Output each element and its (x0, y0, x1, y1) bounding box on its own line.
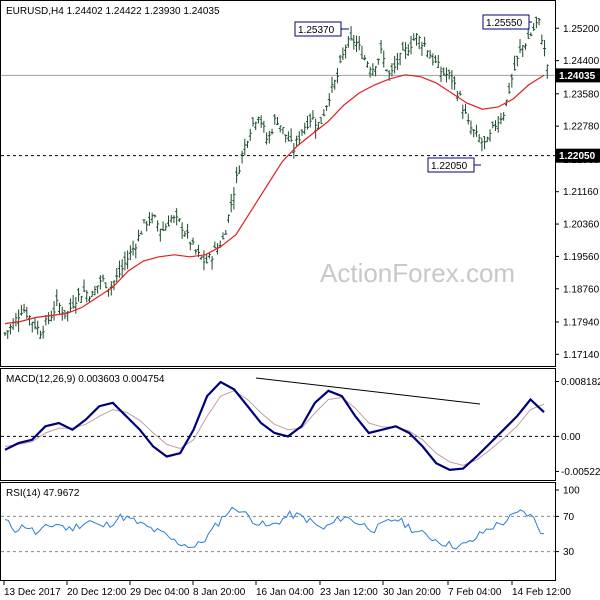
price-bars (3, 16, 549, 339)
macd-panel-title: MACD(12,26,9) 0.003603 0.004754 (6, 374, 165, 385)
support-price-label: 1.22050 (559, 151, 596, 162)
price-y-tick-label: 1.23580 (563, 89, 600, 100)
rsi-line (4, 506, 545, 550)
price-y-tick-label: 1.17940 (563, 317, 600, 328)
x-tick-label: 23 Jan 12:00 (320, 587, 378, 598)
macd-y-axis: 0.008182 0.00 -0.005223 (555, 377, 600, 478)
macd-signal-line (4, 390, 545, 466)
rsi-y-tick-label: 30 (563, 547, 575, 558)
macd-trendline (255, 377, 481, 405)
x-tick-label: 30 Jan 20:00 (383, 587, 441, 598)
price-y-axis: 1.252001.244001.235801.227801.219601.211… (555, 24, 600, 361)
rsi-panel-frame (0, 482, 556, 581)
rsi-y-axis: 100 70 30 (555, 486, 580, 558)
price-panel-title: EURUSD,H4 1.24402 1.24422 1.23930 1.2403… (6, 6, 220, 17)
support-price-box (556, 148, 600, 163)
current-price-box (556, 68, 600, 83)
price-y-tick-label: 1.17140 (563, 350, 600, 361)
current-price-label: 1.24035 (559, 71, 596, 82)
price-annotation-label: 1.25370 (298, 25, 335, 36)
x-tick-label: 14 Feb 12:00 (512, 587, 571, 598)
rsi-y-tick-label: 70 (563, 512, 575, 523)
macd-panel-frame (0, 368, 556, 481)
price-y-tick-label: 1.18760 (563, 284, 600, 295)
x-tick-label: 8 Jan 20:00 (193, 587, 246, 598)
rsi-y-tick-label: 100 (563, 486, 580, 497)
price-y-tick-label: 1.20360 (563, 220, 600, 231)
price-y-tick-label: 1.25200 (563, 24, 600, 35)
rsi-grid (1, 515, 555, 553)
price-y-tick-label: 1.21160 (563, 187, 599, 198)
x-tick-label: 7 Feb 04:00 (448, 587, 502, 598)
x-tick-label: 13 Dec 2017 (4, 587, 61, 598)
macd-y-tick-label: 0.00 (561, 432, 581, 443)
price-annotations: 1.25370 1.25550 1.22050 (294, 14, 532, 173)
rsi-panel-title: RSI(14) 47.9672 (6, 488, 80, 499)
price-annotation-label: 1.22050 (431, 161, 468, 172)
price-y-tick-label: 1.22780 (563, 122, 600, 133)
price-panel-frame (0, 0, 556, 367)
x-tick-label: 16 Jan 04:00 (256, 587, 314, 598)
price-y-tick-label: 1.24400 (563, 56, 600, 67)
price-y-tick-label: 1.19560 (563, 252, 600, 263)
x-tick-label: 20 Dec 12:00 (67, 587, 127, 598)
moving-average-line (4, 74, 545, 325)
price-grid (1, 74, 555, 157)
macd-y-tick-label: -0.005223 (561, 467, 600, 478)
macd-line (4, 380, 545, 472)
time-x-axis: 13 Dec 2017 20 Dec 12:00 29 Dec 04:00 8 Jan… (3, 581, 571, 598)
watermark: ActionForex.com (320, 258, 515, 288)
price-annotation-label: 1.25550 (486, 18, 523, 29)
x-tick-label: 29 Dec 04:00 (130, 587, 190, 598)
macd-y-tick-label: 0.008182 (561, 377, 600, 388)
